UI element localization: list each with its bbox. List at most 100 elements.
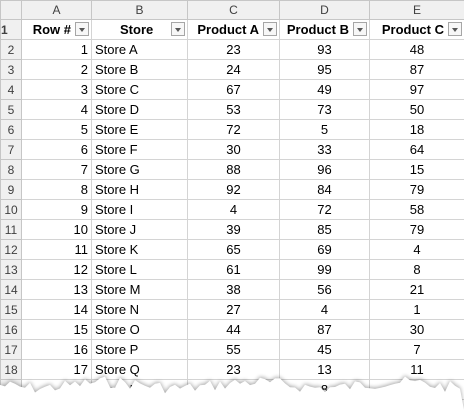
cell-product-a-value[interactable]: 55 xyxy=(187,339,280,360)
row-number[interactable]: 14 xyxy=(0,279,22,300)
spreadsheet-grid[interactable]: A B C D E 1 Row # Store Product A Produc… xyxy=(0,0,464,400)
row-number[interactable]: 9 xyxy=(0,179,22,200)
cell-product-c-value[interactable]: 97 xyxy=(369,79,464,100)
row-number[interactable]: 18 xyxy=(0,359,22,380)
cell-product-b-value[interactable]: 85 xyxy=(279,219,370,240)
cell-store-name[interactable]: Store P xyxy=(91,339,188,360)
cell-product-c-value[interactable]: 7 xyxy=(369,339,464,360)
cell-product-c-value[interactable]: 18 xyxy=(369,119,464,140)
row-number[interactable]: 10 xyxy=(0,199,22,220)
cell-product-a-value[interactable]: 61 xyxy=(187,259,280,280)
header-cell-row-number[interactable]: Row # xyxy=(21,19,92,40)
cell-row-number-value[interactable]: 16 xyxy=(21,339,92,360)
cell-row-number-value[interactable]: 18 xyxy=(21,379,92,400)
cell-product-a-value[interactable]: 23 xyxy=(187,39,280,60)
cell-store-name[interactable]: Store I xyxy=(91,199,188,220)
cell-product-b-value[interactable]: 87 xyxy=(279,319,370,340)
cell-product-b-value[interactable]: 45 xyxy=(279,339,370,360)
cell-product-c-value[interactable]: 79 xyxy=(369,219,464,240)
cell-product-b-value[interactable]: 72 xyxy=(279,199,370,220)
filter-dropdown-icon[interactable] xyxy=(448,22,462,36)
column-header-c[interactable]: C xyxy=(187,0,280,20)
cell-product-c-value[interactable]: 30 xyxy=(369,319,464,340)
cell-product-b-value[interactable]: 99 xyxy=(279,259,370,280)
cell-product-a-value[interactable]: 67 xyxy=(187,79,280,100)
filter-dropdown-icon[interactable] xyxy=(353,22,367,36)
cell-product-a-value[interactable]: 92 xyxy=(187,179,280,200)
row-number[interactable]: 17 xyxy=(0,339,22,360)
header-cell-product-a[interactable]: Product A xyxy=(187,19,280,40)
cell-product-c-value[interactable]: 11 xyxy=(369,359,464,380)
filter-dropdown-icon[interactable] xyxy=(263,22,277,36)
cell-row-number-value[interactable]: 15 xyxy=(21,319,92,340)
cell-product-b-value[interactable]: 4 xyxy=(279,299,370,320)
row-number[interactable]: 15 xyxy=(0,299,22,320)
cell-store-name[interactable]: Store F xyxy=(91,139,188,160)
cell-product-a-value[interactable]: 38 xyxy=(187,279,280,300)
row-number[interactable]: 19 xyxy=(0,379,22,400)
cell-product-c-value[interactable]: 87 xyxy=(369,59,464,80)
cell-store-name[interactable]: Store G xyxy=(91,159,188,180)
cell-row-number-value[interactable]: 3 xyxy=(21,79,92,100)
cell-product-a-value[interactable]: 65 xyxy=(187,239,280,260)
cell-store-name[interactable]: Store Q xyxy=(91,359,188,380)
cell-product-b-value[interactable]: 8 xyxy=(279,379,370,400)
row-number[interactable]: 13 xyxy=(0,259,22,280)
cell-row-number-value[interactable]: 17 xyxy=(21,359,92,380)
cell-product-c-value[interactable]: 1 xyxy=(369,299,464,320)
cell-store-name[interactable]: Store R xyxy=(91,379,188,400)
cell-product-a-value[interactable]: 88 xyxy=(187,159,280,180)
cell-store-name[interactable]: Store K xyxy=(91,239,188,260)
cell-row-number-value[interactable]: 13 xyxy=(21,279,92,300)
row-number[interactable]: 6 xyxy=(0,119,22,140)
column-header-b[interactable]: B xyxy=(91,0,188,20)
cell-product-c-value[interactable]: 48 xyxy=(369,39,464,60)
cell-row-number-value[interactable]: 7 xyxy=(21,159,92,180)
cell-product-b-value[interactable]: 84 xyxy=(279,179,370,200)
row-number[interactable]: 12 xyxy=(0,239,22,260)
row-number[interactable]: 3 xyxy=(0,59,22,80)
cell-row-number-value[interactable]: 14 xyxy=(21,299,92,320)
cell-row-number-value[interactable]: 6 xyxy=(21,139,92,160)
cell-product-c-value[interactable]: 15 xyxy=(369,159,464,180)
cell-product-c-value[interactable]: 49 xyxy=(369,379,464,400)
header-cell-store[interactable]: Store xyxy=(91,19,188,40)
cell-row-number-value[interactable]: 11 xyxy=(21,239,92,260)
cell-product-b-value[interactable]: 93 xyxy=(279,39,370,60)
cell-product-b-value[interactable]: 49 xyxy=(279,79,370,100)
cell-store-name[interactable]: Store E xyxy=(91,119,188,140)
cell-product-c-value[interactable]: 50 xyxy=(369,99,464,120)
cell-store-name[interactable]: Store C xyxy=(91,79,188,100)
cell-row-number-value[interactable]: 1 xyxy=(21,39,92,60)
row-number[interactable]: 5 xyxy=(0,99,22,120)
cell-product-c-value[interactable]: 79 xyxy=(369,179,464,200)
cell-product-c-value[interactable]: 4 xyxy=(369,239,464,260)
cell-store-name[interactable]: Store N xyxy=(91,299,188,320)
column-header-a[interactable]: A xyxy=(21,0,92,20)
cell-store-name[interactable]: Store L xyxy=(91,259,188,280)
cell-product-a-value[interactable]: 72 xyxy=(187,119,280,140)
column-header-e[interactable]: E xyxy=(369,0,464,20)
cell-product-a-value[interactable]: 27 xyxy=(187,299,280,320)
cell-product-a-value[interactable]: 30 xyxy=(187,139,280,160)
filter-dropdown-icon[interactable] xyxy=(75,22,89,36)
cell-store-name[interactable]: Store D xyxy=(91,99,188,120)
header-cell-product-b[interactable]: Product B xyxy=(279,19,370,40)
cell-product-a-value[interactable]: 44 xyxy=(187,319,280,340)
cell-product-b-value[interactable]: 33 xyxy=(279,139,370,160)
row-number[interactable]: 4 xyxy=(0,79,22,100)
cell-row-number-value[interactable]: 8 xyxy=(21,179,92,200)
cell-store-name[interactable]: Store A xyxy=(91,39,188,60)
row-number[interactable]: 1 xyxy=(0,19,22,40)
column-header-d[interactable]: D xyxy=(279,0,370,20)
cell-row-number-value[interactable]: 5 xyxy=(21,119,92,140)
cell-product-b-value[interactable]: 73 xyxy=(279,99,370,120)
cell-product-c-value[interactable]: 58 xyxy=(369,199,464,220)
cell-row-number-value[interactable]: 10 xyxy=(21,219,92,240)
cell-product-c-value[interactable]: 64 xyxy=(369,139,464,160)
cell-product-c-value[interactable]: 8 xyxy=(369,259,464,280)
row-number[interactable]: 7 xyxy=(0,139,22,160)
row-number[interactable]: 2 xyxy=(0,39,22,60)
cell-product-b-value[interactable]: 5 xyxy=(279,119,370,140)
row-number[interactable]: 16 xyxy=(0,319,22,340)
